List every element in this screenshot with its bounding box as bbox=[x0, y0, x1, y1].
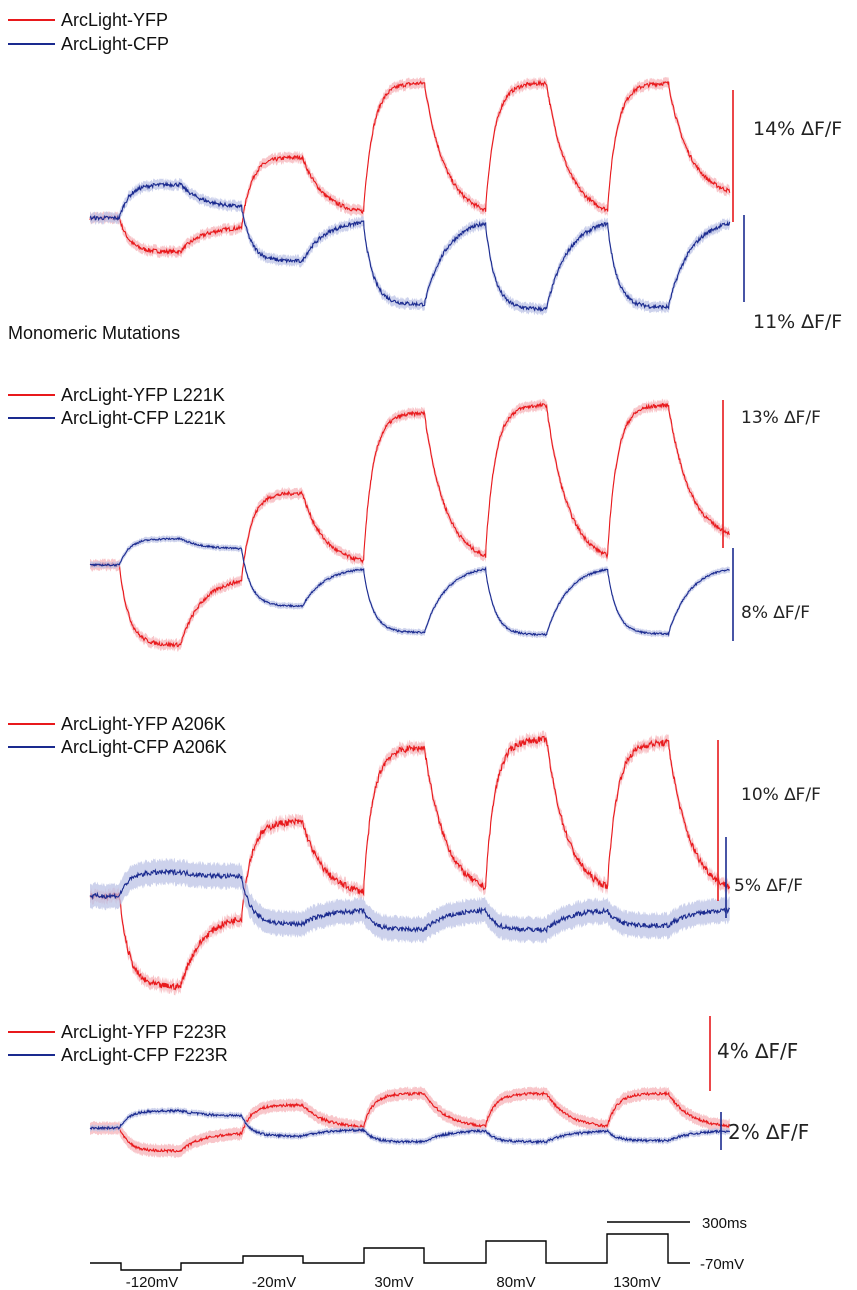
legend-label-yfp: ArcLight-YFP A206K bbox=[61, 714, 226, 734]
yfp-trace bbox=[89, 1090, 731, 1154]
traces-f223r bbox=[89, 1086, 731, 1159]
time-scale-label: 300ms bbox=[702, 1215, 747, 1232]
scale-bar-label-yfp: 13% ∆F/F bbox=[741, 408, 821, 428]
legend-label-cfp: ArcLight-CFP F223R bbox=[61, 1045, 228, 1065]
panel-l221k: ArcLight-YFP L221K ArcLight-CFP L221K 13… bbox=[8, 385, 821, 652]
holding-potential-label: -70mV bbox=[700, 1256, 744, 1273]
scale-bar-label-yfp: 10% ∆F/F bbox=[741, 785, 821, 805]
legend-label-cfp: ArcLight-CFP L221K bbox=[61, 408, 226, 428]
cfp-trace bbox=[89, 1108, 731, 1145]
legend-label-yfp: ArcLight-YFP F223R bbox=[61, 1022, 227, 1042]
cfp-trace bbox=[89, 868, 731, 934]
yfp-error-band bbox=[90, 398, 730, 652]
panel-f223r: ArcLight-YFP F223R ArcLight-CFP F223R 4%… bbox=[8, 1016, 809, 1159]
protocol-trace bbox=[90, 1233, 690, 1271]
yfp-trace bbox=[89, 735, 731, 991]
traces-a206k bbox=[89, 730, 731, 996]
legend-label-cfp: ArcLight-CFP A206K bbox=[61, 737, 227, 757]
yfp-trace bbox=[89, 79, 731, 256]
cfp-trace bbox=[89, 537, 730, 637]
section-heading: Monomeric Mutations bbox=[8, 323, 180, 343]
scale-bar-label-cfp: 2% ∆F/F bbox=[728, 1120, 809, 1144]
legend-label-yfp: ArcLight-YFP bbox=[61, 10, 168, 30]
step-label: -120mV bbox=[126, 1274, 179, 1290]
step-label: 30mV bbox=[374, 1274, 413, 1290]
yfp-trace bbox=[89, 401, 731, 649]
legend-label-yfp: ArcLight-YFP L221K bbox=[61, 385, 225, 405]
scale-bar-label-cfp: 8% ∆F/F bbox=[741, 603, 810, 623]
step-label: -20mV bbox=[252, 1274, 296, 1290]
yfp-error-band bbox=[90, 76, 730, 259]
voltage-protocol: 300ms -70mV -120mV -20mV 30mV 80mV 130mV bbox=[90, 1215, 747, 1290]
traces-l221k bbox=[89, 398, 731, 652]
panel-a206k: ArcLight-YFP A206K ArcLight-CFP A206K 10… bbox=[8, 714, 821, 996]
scale-bar-label-yfp: 14% ∆F/F bbox=[753, 118, 842, 140]
cfp-error-band bbox=[90, 1106, 730, 1146]
panel-wildtype: ArcLight-YFP ArcLight-CFP 14% ∆F/F 11% ∆… bbox=[8, 10, 842, 333]
step-label: 130mV bbox=[613, 1274, 661, 1290]
cfp-error-band bbox=[90, 535, 730, 639]
scale-bar-label-yfp: 4% ∆F/F bbox=[717, 1039, 798, 1063]
legend-label-cfp: ArcLight-CFP bbox=[61, 34, 169, 54]
cfp-trace bbox=[89, 181, 731, 313]
scale-bar-label-cfp: 11% ∆F/F bbox=[753, 311, 842, 333]
traces-wildtype bbox=[89, 76, 731, 316]
cfp-error-band bbox=[90, 857, 730, 944]
step-label: 80mV bbox=[496, 1274, 535, 1290]
scale-bar-label-cfp: 5% ∆F/F bbox=[734, 876, 803, 896]
